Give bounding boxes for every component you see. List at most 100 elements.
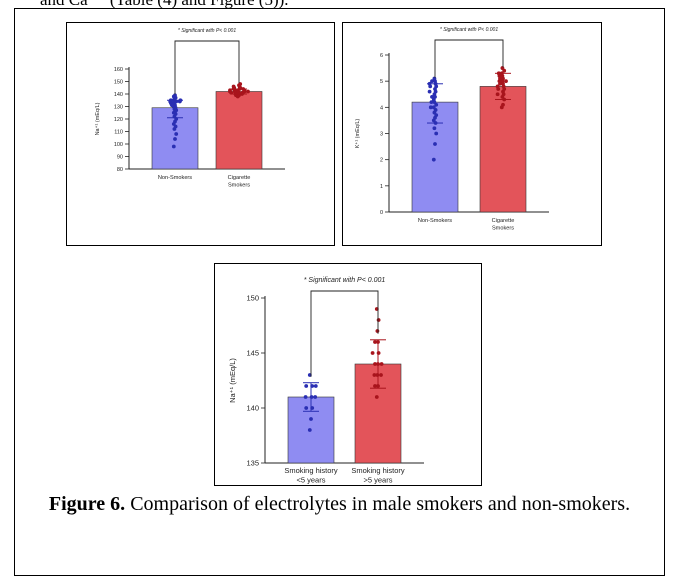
data-point xyxy=(304,406,309,410)
data-point xyxy=(373,362,377,366)
data-point xyxy=(373,340,377,344)
data-point xyxy=(372,373,377,377)
significance-bracket xyxy=(310,290,379,377)
data-point xyxy=(307,428,312,432)
data-point xyxy=(427,89,432,94)
data-point xyxy=(433,142,437,146)
data-point xyxy=(309,395,314,399)
data-point xyxy=(428,105,433,110)
data-point xyxy=(313,384,318,388)
y-tick-label: 150 xyxy=(114,79,123,85)
data-point xyxy=(432,76,437,81)
data-point xyxy=(429,100,434,104)
y-tick-label: 80 xyxy=(117,167,123,173)
data-point xyxy=(228,88,232,93)
y-tick-label: 5 xyxy=(380,79,383,85)
data-point xyxy=(434,131,439,136)
y-tick-label: 130 xyxy=(114,104,123,110)
significance-bracket xyxy=(434,39,504,78)
y-tick-label: 120 xyxy=(114,117,123,123)
category-label: Non-Smokers xyxy=(418,218,452,224)
y-tick-label: 0 xyxy=(380,210,383,216)
data-point xyxy=(376,351,381,355)
chart-panel-sodium: 80 90 100 110 120 130 140 150 160 Na⁺¹ (mEq/L) Non… xyxy=(66,22,335,246)
figure-caption: Figure 6. Comparison of electrolytes in … xyxy=(14,490,665,519)
data-point xyxy=(174,132,179,136)
data-point xyxy=(431,157,436,162)
data-point xyxy=(310,406,315,410)
category-label: Smoking history xyxy=(351,466,405,475)
data-point xyxy=(178,98,183,103)
data-point xyxy=(173,137,177,141)
caption-text: Comparison of electrolytes in male smoke… xyxy=(130,493,631,515)
data-point xyxy=(309,417,313,421)
preceding-text: and Ca⁺⁺ (Table (4) and Figure (5)). xyxy=(40,0,289,10)
data-point xyxy=(499,71,504,76)
significance-note: * Significant with P< 0.001 xyxy=(178,28,236,34)
data-point xyxy=(432,126,437,131)
y-tick-label: 135 xyxy=(246,459,259,468)
data-point xyxy=(501,102,505,107)
bar xyxy=(215,91,263,170)
data-point xyxy=(241,87,246,91)
y-tick-label: 150 xyxy=(246,294,259,303)
data-point xyxy=(375,329,380,333)
data-point xyxy=(376,318,381,322)
data-point xyxy=(173,93,177,98)
data-point xyxy=(374,395,379,399)
y-axis-title: K⁺¹ (mEq/L) xyxy=(354,119,361,149)
significance-bracket xyxy=(174,40,240,95)
data-point xyxy=(376,340,380,344)
category-label: Cigarette xyxy=(492,218,515,224)
data-point xyxy=(496,71,501,76)
y-tick-label: 2 xyxy=(380,158,383,164)
data-point xyxy=(379,373,383,377)
data-point xyxy=(430,94,434,99)
chart-panel-sodium-history: 135 140 145 150 Na⁺¹ (mEq/L) Smoking history <… xyxy=(214,263,482,486)
data-point xyxy=(313,395,318,399)
y-axis-title: Na⁺¹ (mEq/L) xyxy=(94,102,101,135)
y-tick-label: 140 xyxy=(246,404,259,413)
category-label: <5 years xyxy=(297,476,326,485)
chart-sodium: 80 90 100 110 120 130 140 150 160 Na⁺¹ (mEq/L) Non… xyxy=(94,28,285,189)
data-point xyxy=(304,384,309,388)
chart-panel-potassium: 0 1 2 3 4 5 6 K⁺¹ (mEq/L) Non-Smokers Cigarette Sm… xyxy=(342,22,602,246)
significance-note: * Significant with P< 0.001 xyxy=(304,277,386,284)
data-point xyxy=(379,362,384,366)
data-point xyxy=(427,81,432,86)
data-point xyxy=(495,84,500,89)
y-tick-label: 4 xyxy=(380,105,383,111)
y-tick-label: 1 xyxy=(380,184,383,190)
data-point xyxy=(376,384,380,388)
data-point xyxy=(430,79,434,84)
data-point xyxy=(310,384,315,388)
y-axis-title: Na⁺¹ (mEq/L) xyxy=(228,358,237,403)
data-point xyxy=(431,105,436,110)
data-point xyxy=(504,79,508,84)
category-label: Smokers xyxy=(492,226,514,232)
data-point xyxy=(370,351,375,355)
category-label: Smoking history xyxy=(284,466,338,475)
significance-note: * Significant with P< 0.001 xyxy=(440,27,498,33)
data-point xyxy=(168,98,173,103)
data-point xyxy=(376,362,380,366)
y-tick-label: 6 xyxy=(380,53,383,59)
category-label: >5 years xyxy=(364,476,393,485)
data-point xyxy=(495,92,500,97)
y-tick-label: 140 xyxy=(114,92,123,98)
category-label: Cigarette xyxy=(228,175,251,181)
data-point xyxy=(238,82,243,86)
data-point xyxy=(373,384,377,388)
data-point xyxy=(500,66,505,70)
y-tick-label: 3 xyxy=(380,131,383,137)
caption-label: Figure 6. xyxy=(48,493,126,515)
figure-border xyxy=(14,8,665,576)
category-label: Smokers xyxy=(228,183,250,189)
y-tick-label: 145 xyxy=(246,349,259,358)
data-point xyxy=(171,144,176,149)
y-tick-label: 160 xyxy=(114,67,123,73)
y-tick-label: 90 xyxy=(117,154,123,160)
y-tick-label: 100 xyxy=(114,142,123,148)
data-point xyxy=(231,84,236,89)
